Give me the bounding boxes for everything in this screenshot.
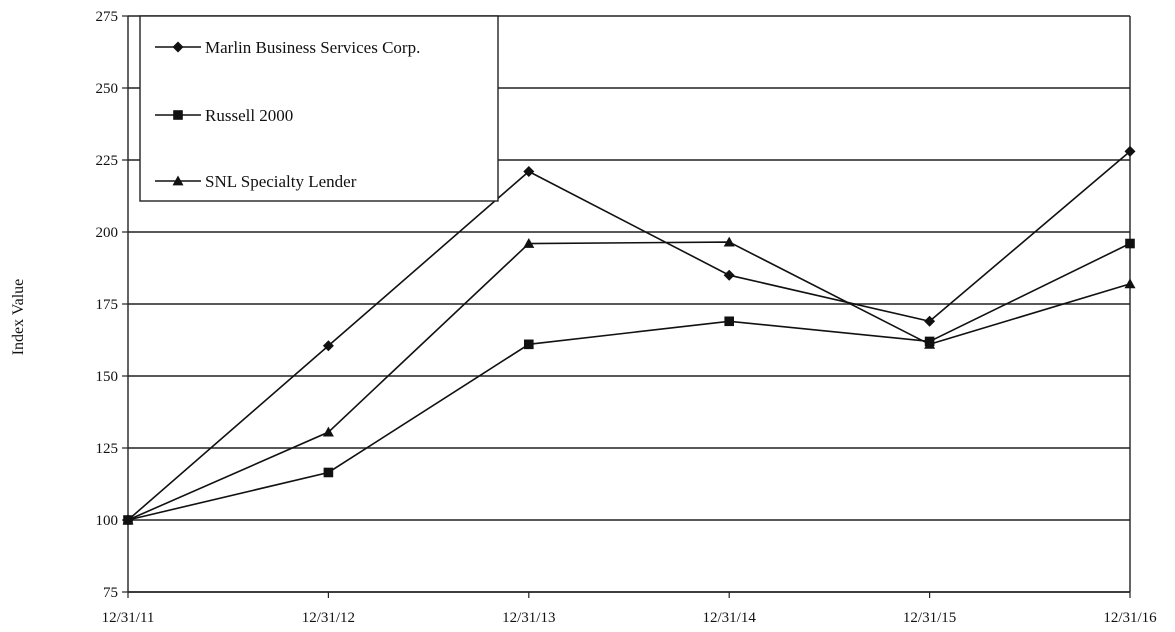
data-point-diamond [1124,145,1136,157]
y-tick-label: 225 [96,153,119,169]
data-point-diamond [723,269,735,281]
data-point-triangle [1124,278,1136,289]
data-point-triangle [172,175,184,186]
y-tick-label: 75 [103,585,118,601]
y-tick-label: 275 [96,9,119,25]
series-line [127,241,1131,521]
y-tick-label: 100 [96,513,119,529]
x-tick-labels: 12/31/11 12/31/12 12/31/13 12/31/14 12/31/15… [102,610,1158,626]
y-tick-label: 150 [96,369,119,385]
data-point-triangle [122,514,134,525]
legend-label: SNL Specialty Lender [205,172,357,191]
legend: Marlin Business Services Corp. Russell 20… [139,15,499,202]
series-line [127,150,1131,521]
data-point-diamond [322,340,334,352]
series-snl-specialty-lender [122,236,1136,525]
y-axis-label: Index Value [10,279,27,356]
x-tick-label: 12/31/11 [102,610,155,626]
legend-label: Russell 2000 [205,106,293,125]
data-point-square [1125,238,1135,249]
y-tick-label: 125 [96,441,119,457]
data-point-diamond [924,315,936,327]
data-point-square [173,110,183,120]
y-tick-labels: 75 100 125 150 175 200 225 250 275 [96,9,119,601]
data-point-diamond [523,166,535,178]
axes [122,15,1131,598]
x-tick-label: 12/31/16 [1103,610,1157,626]
x-tick-label: 12/31/14 [703,610,757,626]
data-point-triangle [723,236,735,247]
series-russell-2000 [123,238,1135,525]
y-tick-label: 250 [96,81,119,97]
legend-item: Russell 2000 [155,106,293,125]
data-point-square [323,467,334,478]
legend-label: Marlin Business Services Corp. [205,38,420,57]
x-tick-label: 12/31/15 [903,610,956,626]
series-line [127,242,1131,521]
legend-item: Marlin Business Services Corp. [155,38,420,57]
y-tick-label: 200 [96,225,119,241]
x-tick-label: 12/31/12 [302,610,355,626]
x-tick-label: 12/31/13 [502,610,555,626]
data-point-triangle [523,238,535,248]
y-tick-label: 175 [96,297,119,313]
data-point-triangle [924,338,936,349]
data-point-triangle [322,426,334,437]
data-point-square [724,316,734,327]
legend-item: SNL Specialty Lender [155,172,357,191]
data-point-square [524,339,534,350]
series-marlin-business-services-corp [122,145,1136,526]
data-point-diamond [172,41,184,53]
series-lines [122,145,1136,526]
